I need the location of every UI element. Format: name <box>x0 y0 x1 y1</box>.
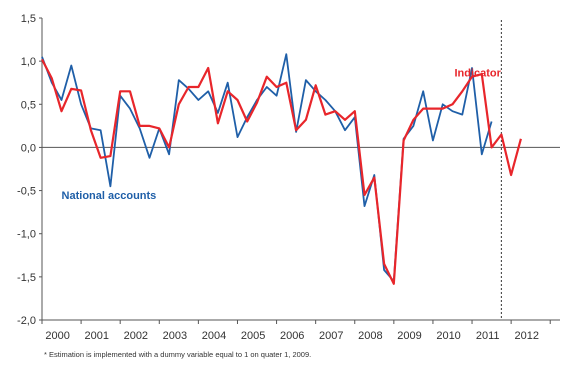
y-tick-label: 0,0 <box>21 142 36 154</box>
y-tick-label: 0,5 <box>21 99 36 111</box>
x-tick-label: 2004 <box>202 330 226 342</box>
x-tick-label: 2005 <box>241 330 265 342</box>
x-tick-label: 2010 <box>436 330 460 342</box>
x-tick-label: 2009 <box>397 330 421 342</box>
series-label-national-accounts: National accounts <box>62 190 157 202</box>
series-line-indicator <box>41 58 522 285</box>
y-tick-label: -1,5 <box>17 272 36 284</box>
y-tick-label: -0,5 <box>17 186 36 198</box>
y-tick-label: -2,0 <box>17 315 36 327</box>
x-tick-label: 2011 <box>476 330 500 342</box>
x-tick-label: 2003 <box>163 330 187 342</box>
x-tick-label: 2008 <box>358 330 382 342</box>
x-tick-label: 2000 <box>45 330 69 342</box>
x-tick-label: 2007 <box>319 330 343 342</box>
y-tick-label: 1,5 <box>21 13 36 25</box>
x-tick-label: 2002 <box>124 330 148 342</box>
reference-lines <box>42 20 560 320</box>
series-group <box>41 53 522 285</box>
series-labels: National accounts Indicator <box>62 68 502 203</box>
series-line-national-accounts <box>41 53 493 283</box>
x-tick-label: 2006 <box>280 330 304 342</box>
series-label-indicator: Indicator <box>454 68 501 80</box>
x-axis: 2000 2001 2002 2003 2004 2005 2006 2007 2008 2009… <box>41 319 560 342</box>
y-axis: 1,5 1,0 0,5 0,0 -0,5 -1,0 -1,5 -2,0 <box>17 13 43 327</box>
x-tick-label: 2001 <box>84 330 108 342</box>
footnote: * Estimation is implemented with a dummy… <box>44 350 312 359</box>
x-tick-label: 2012 <box>515 330 539 342</box>
y-tick-label: -1,0 <box>17 229 36 241</box>
y-tick-label: 1,0 <box>21 56 36 68</box>
